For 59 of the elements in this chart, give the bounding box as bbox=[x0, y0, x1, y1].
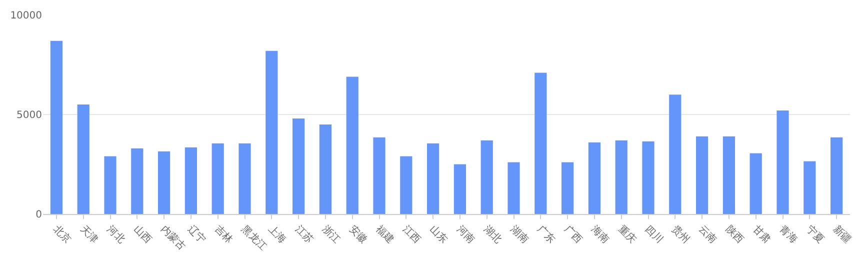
x-tick-label: 陕西 bbox=[723, 223, 746, 246]
bar bbox=[346, 76, 358, 214]
bar bbox=[562, 162, 574, 214]
y-tick-label: 5000 bbox=[16, 110, 42, 121]
x-tick-label: 海南 bbox=[588, 223, 612, 246]
x-tick-label: 云南 bbox=[696, 223, 720, 246]
y-tick-label: 10000 bbox=[10, 10, 42, 22]
x-tick-label: 重庆 bbox=[616, 223, 638, 246]
bar bbox=[588, 142, 600, 214]
x-tick-label: 江西 bbox=[400, 223, 424, 246]
x-tick-label: 广东 bbox=[534, 223, 558, 246]
bar bbox=[750, 153, 762, 214]
x-tick-label: 浙江 bbox=[320, 223, 342, 246]
x-tick-label: 湖北 bbox=[481, 223, 504, 246]
bar bbox=[184, 147, 197, 214]
bar bbox=[212, 143, 224, 214]
x-tick-label: 山东 bbox=[427, 223, 450, 246]
x-tick-label: 河北 bbox=[104, 223, 128, 246]
x-tick-label: 湖南 bbox=[508, 223, 531, 246]
x-tick-label: 青海 bbox=[777, 223, 800, 246]
bar bbox=[696, 136, 708, 214]
x-tick-label: 新疆 bbox=[830, 223, 854, 246]
x-tick-label: 宁夏 bbox=[804, 223, 827, 246]
x-tick-label: 安徽 bbox=[346, 223, 370, 246]
x-tick-label: 江苏 bbox=[292, 223, 316, 246]
bar bbox=[319, 124, 332, 214]
bar bbox=[292, 118, 305, 214]
bar bbox=[427, 143, 440, 214]
x-tick-label: 贵州 bbox=[669, 223, 692, 246]
x-tick-label: 吉林 bbox=[212, 223, 235, 246]
bar bbox=[830, 137, 843, 214]
bar bbox=[480, 140, 493, 214]
x-tick-label: 河南 bbox=[454, 223, 477, 246]
bar bbox=[804, 161, 816, 214]
x-tick-label: 北京 bbox=[50, 223, 74, 246]
bar bbox=[642, 141, 654, 214]
bar bbox=[508, 162, 520, 214]
y-tick-label: 0 bbox=[36, 210, 42, 220]
x-tick-label: 甘肃 bbox=[750, 223, 773, 246]
bar bbox=[669, 94, 682, 214]
bar bbox=[776, 110, 789, 214]
bar bbox=[373, 137, 386, 214]
bar bbox=[400, 156, 412, 214]
bar bbox=[104, 156, 116, 214]
bar bbox=[722, 136, 735, 214]
x-tick-label: 四川 bbox=[642, 223, 666, 246]
bar bbox=[50, 40, 62, 214]
x-tick-label: 天津 bbox=[78, 223, 100, 246]
bar bbox=[158, 151, 170, 214]
bar bbox=[77, 104, 90, 214]
bar bbox=[534, 72, 547, 214]
x-tick-label: 山西 bbox=[131, 223, 154, 246]
x-tick-label: 福建 bbox=[374, 223, 396, 246]
bar bbox=[238, 143, 251, 214]
bar bbox=[266, 50, 278, 214]
x-tick-label: 广西 bbox=[562, 223, 585, 246]
bar bbox=[131, 148, 144, 214]
bar bbox=[454, 164, 466, 214]
bar bbox=[615, 140, 628, 214]
